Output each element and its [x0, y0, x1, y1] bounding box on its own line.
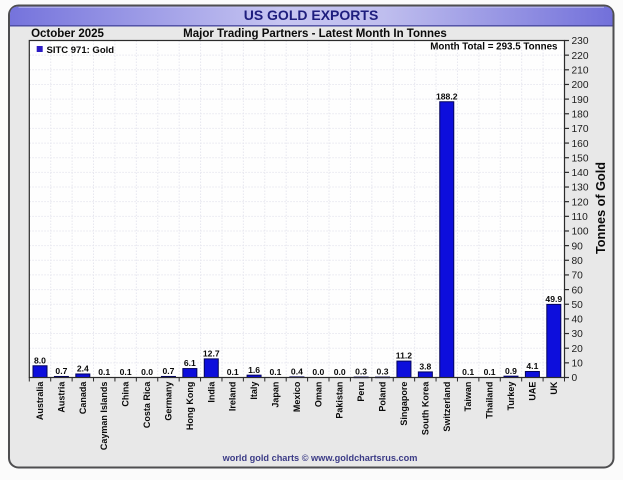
svg-text:Canada: Canada — [78, 381, 88, 415]
svg-text:2.4: 2.4 — [77, 364, 89, 374]
svg-text:Oman: Oman — [313, 382, 323, 408]
svg-text:0.7: 0.7 — [162, 366, 174, 376]
svg-text:Switzerland: Switzerland — [442, 382, 452, 432]
svg-text:8.0: 8.0 — [34, 355, 46, 365]
svg-text:Ireland: Ireland — [228, 382, 238, 412]
svg-text:220: 220 — [572, 51, 589, 62]
svg-text:120: 120 — [572, 197, 589, 208]
svg-text:0.0: 0.0 — [312, 367, 324, 377]
svg-text:110: 110 — [572, 212, 589, 223]
svg-text:SITC 971: Gold: SITC 971: Gold — [47, 45, 115, 56]
svg-text:40: 40 — [572, 315, 584, 326]
svg-text:UK: UK — [549, 381, 559, 394]
svg-text:140: 140 — [572, 168, 589, 179]
svg-text:80: 80 — [572, 256, 584, 267]
svg-text:4.1: 4.1 — [526, 361, 538, 371]
svg-text:50: 50 — [572, 300, 584, 311]
svg-text:12.7: 12.7 — [203, 348, 220, 358]
svg-text:Cayman Islands: Cayman Islands — [99, 382, 109, 451]
svg-text:90: 90 — [572, 241, 584, 252]
svg-text:0.3: 0.3 — [377, 367, 389, 377]
svg-text:130: 130 — [572, 183, 589, 194]
svg-text:170: 170 — [572, 124, 589, 135]
svg-text:0.1: 0.1 — [270, 367, 282, 377]
svg-text:0.3: 0.3 — [355, 367, 367, 377]
svg-text:210: 210 — [572, 66, 589, 77]
svg-text:0.1: 0.1 — [484, 367, 496, 377]
svg-text:0.0: 0.0 — [334, 367, 346, 377]
svg-text:0.1: 0.1 — [120, 367, 132, 377]
svg-text:Pakistan: Pakistan — [335, 382, 345, 419]
svg-text:0: 0 — [572, 373, 578, 384]
svg-text:India: India — [206, 381, 216, 403]
svg-text:188.2: 188.2 — [436, 91, 458, 101]
svg-text:60: 60 — [572, 285, 584, 296]
svg-text:1.6: 1.6 — [248, 365, 260, 375]
svg-text:230: 230 — [572, 36, 589, 47]
svg-text:200: 200 — [572, 80, 589, 91]
svg-text:Peru: Peru — [356, 382, 366, 402]
svg-text:South Korea: South Korea — [420, 381, 430, 435]
svg-text:US GOLD EXPORTS: US GOLD EXPORTS — [244, 7, 379, 23]
svg-text:6.1: 6.1 — [184, 358, 196, 368]
svg-text:0.1: 0.1 — [462, 367, 474, 377]
svg-text:Month Total = 293.5 Tonnes: Month Total = 293.5 Tonnes — [430, 42, 558, 53]
svg-text:Tonnes of Gold: Tonnes of Gold — [594, 162, 608, 254]
svg-text:0.7: 0.7 — [55, 366, 67, 376]
svg-text:Hong Kong: Hong Kong — [185, 382, 195, 431]
svg-text:Germany: Germany — [163, 382, 173, 421]
svg-text:Mexico: Mexico — [292, 381, 302, 412]
svg-text:Australia: Australia — [35, 381, 45, 421]
svg-text:0.0: 0.0 — [141, 367, 153, 377]
svg-text:October 2025: October 2025 — [31, 28, 104, 40]
svg-text:China: China — [121, 381, 131, 407]
svg-text:Thailand: Thailand — [485, 382, 495, 419]
svg-text:20: 20 — [572, 344, 584, 355]
svg-text:Austria: Austria — [56, 381, 66, 413]
svg-text:70: 70 — [572, 271, 584, 282]
svg-text:180: 180 — [572, 109, 589, 120]
svg-text:Major Trading Partners - Lates: Major Trading Partners - Latest Month In… — [183, 28, 447, 40]
svg-text:Poland: Poland — [378, 382, 388, 412]
svg-text:30: 30 — [572, 329, 584, 340]
svg-text:0.1: 0.1 — [227, 367, 239, 377]
svg-text:150: 150 — [572, 153, 589, 164]
svg-text:11.2: 11.2 — [396, 351, 412, 361]
svg-text:Turkey: Turkey — [506, 382, 516, 411]
svg-text:100: 100 — [572, 227, 589, 238]
svg-text:0.9: 0.9 — [505, 366, 517, 376]
svg-text:Japan: Japan — [270, 382, 280, 408]
svg-text:Taiwan: Taiwan — [463, 382, 473, 412]
svg-text:160: 160 — [572, 139, 589, 150]
svg-text:10: 10 — [572, 359, 584, 370]
svg-text:Singapore: Singapore — [399, 382, 409, 426]
svg-text:0.4: 0.4 — [291, 367, 303, 377]
svg-text:190: 190 — [572, 95, 589, 106]
svg-text:Costa Rica: Costa Rica — [142, 381, 152, 429]
svg-text:49.9: 49.9 — [545, 294, 562, 304]
svg-text:0.1: 0.1 — [98, 367, 110, 377]
svg-text:Italy: Italy — [249, 382, 259, 400]
svg-text:world gold charts © www.goldch: world gold charts © www.goldchartsrus.co… — [222, 453, 418, 463]
svg-text:UAE: UAE — [527, 382, 537, 401]
svg-text:3.8: 3.8 — [419, 362, 431, 372]
